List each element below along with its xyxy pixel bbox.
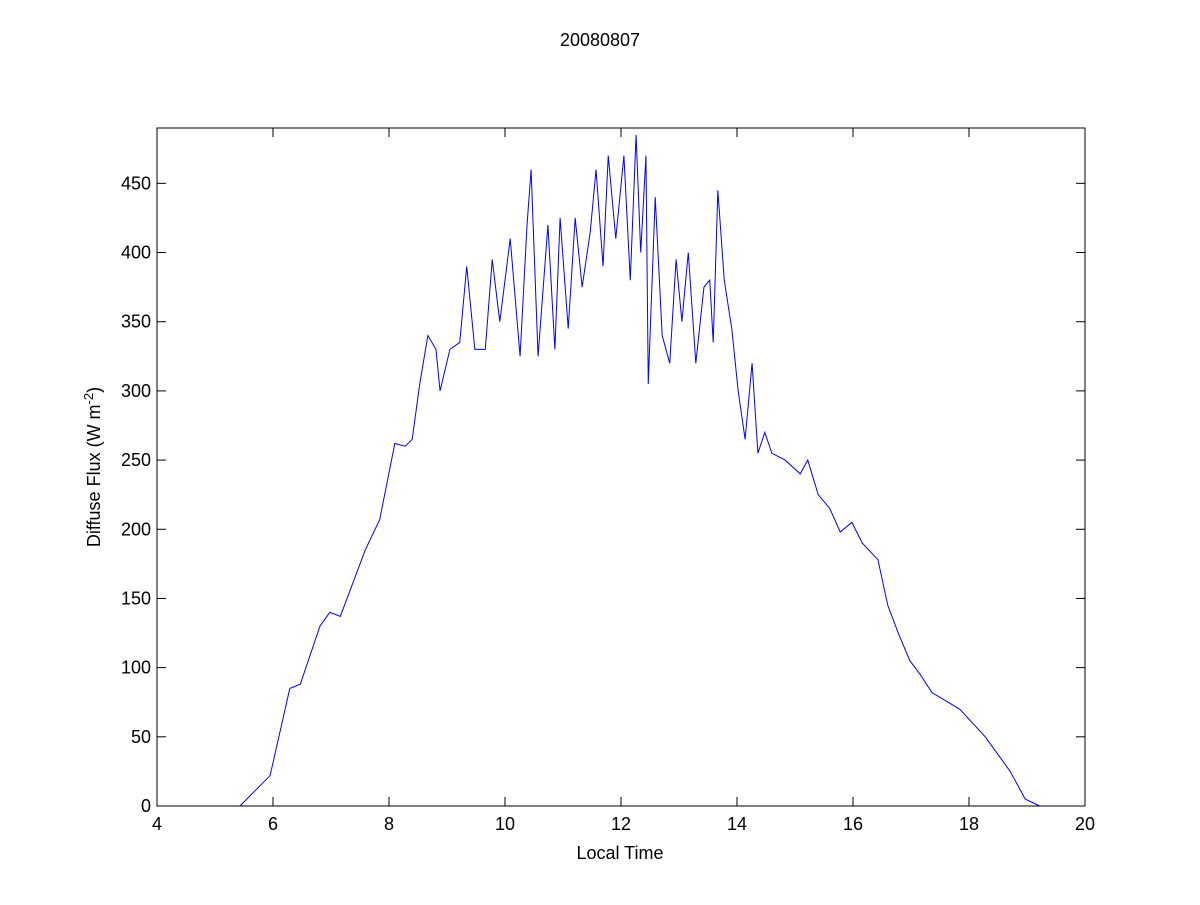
x-tick-label: 6 [268,814,278,834]
y-tick-label: 0 [141,796,151,816]
y-label-base: Diffuse Flux (W m [84,404,104,547]
y-tick-label: 250 [121,450,151,470]
y-tick-label: 50 [131,727,151,747]
y-tick-label: 200 [121,519,151,539]
x-axis-label: Local Time [576,843,663,863]
y-label-close: ) [84,387,104,393]
x-tick-label: 12 [611,814,631,834]
x-tick-label: 8 [384,814,394,834]
data-line [239,134,1040,807]
chart-title: 20080807 [560,30,640,50]
y-tick-label: 350 [121,312,151,332]
y-tick-label: 150 [121,588,151,608]
y-tick-label: 100 [121,658,151,678]
x-tick-label: 16 [843,814,863,834]
y-axis-label: Diffuse Flux (W m-2) [81,387,104,547]
x-tick-label: 14 [727,814,747,834]
x-tick-label: 20 [1075,814,1095,834]
x-tick-label: 4 [152,814,162,834]
y-label-superscript: -2 [81,393,96,405]
x-tick-label: 18 [959,814,979,834]
y-tick-label: 400 [121,243,151,263]
y-tick-label: 300 [121,381,151,401]
y-tick-label: 450 [121,173,151,193]
x-tick-label: 10 [495,814,515,834]
